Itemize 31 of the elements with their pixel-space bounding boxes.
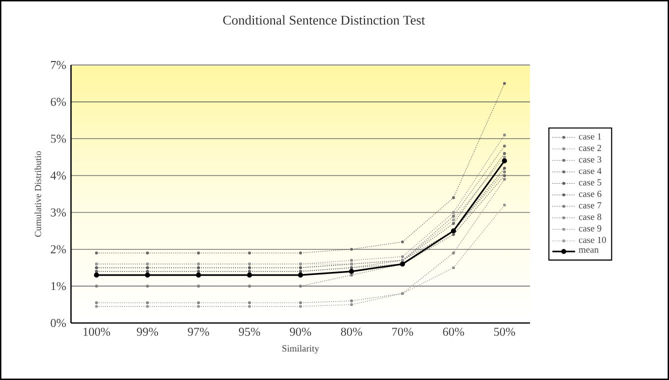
- y-tick-label: 0%: [50, 318, 66, 328]
- x-tick-label: 99%: [136, 328, 158, 336]
- legend-label: case 10: [578, 236, 606, 244]
- legend-label: case 5: [578, 179, 602, 186]
- legend-label: case 6: [578, 190, 602, 198]
- y-tick-label: 6%: [50, 98, 66, 106]
- y-tick-label: 7%: [51, 60, 66, 70]
- legend-label: case 9: [578, 225, 602, 232]
- x-tick-label: 70%: [392, 328, 414, 336]
- chart-title: Conditional Sentence Distinction Test: [223, 15, 425, 25]
- y-tick-label: 5%: [50, 134, 66, 143]
- legend-label: case 1: [578, 133, 602, 140]
- x-tick-label: 95%: [238, 328, 260, 336]
- y-tick-label: 2%: [50, 245, 66, 254]
- x-tick-label: 100%: [84, 328, 110, 336]
- x-tick-label: 50%: [494, 328, 516, 336]
- legend-label: case 7: [578, 202, 602, 208]
- legend-label: case 4: [578, 168, 602, 174]
- y-tick-label: 4%: [50, 171, 66, 180]
- x-axis-title: Similarity: [282, 345, 320, 354]
- legend-label: case 2: [578, 144, 602, 152]
- legend-label: mean: [578, 248, 599, 253]
- x-tick-label: 60%: [443, 328, 464, 336]
- y-tick-label: 3%: [50, 208, 66, 217]
- legend-label: case 3: [578, 156, 602, 163]
- x-tick-label: 80%: [340, 328, 362, 336]
- x-tick-label: 97%: [188, 328, 210, 336]
- y-axis-title: Cumulative Distributio: [34, 151, 42, 237]
- y-tick-label: 1%: [51, 282, 66, 290]
- x-tick-label: 90%: [290, 328, 312, 336]
- legend-label: case 8: [578, 214, 602, 220]
